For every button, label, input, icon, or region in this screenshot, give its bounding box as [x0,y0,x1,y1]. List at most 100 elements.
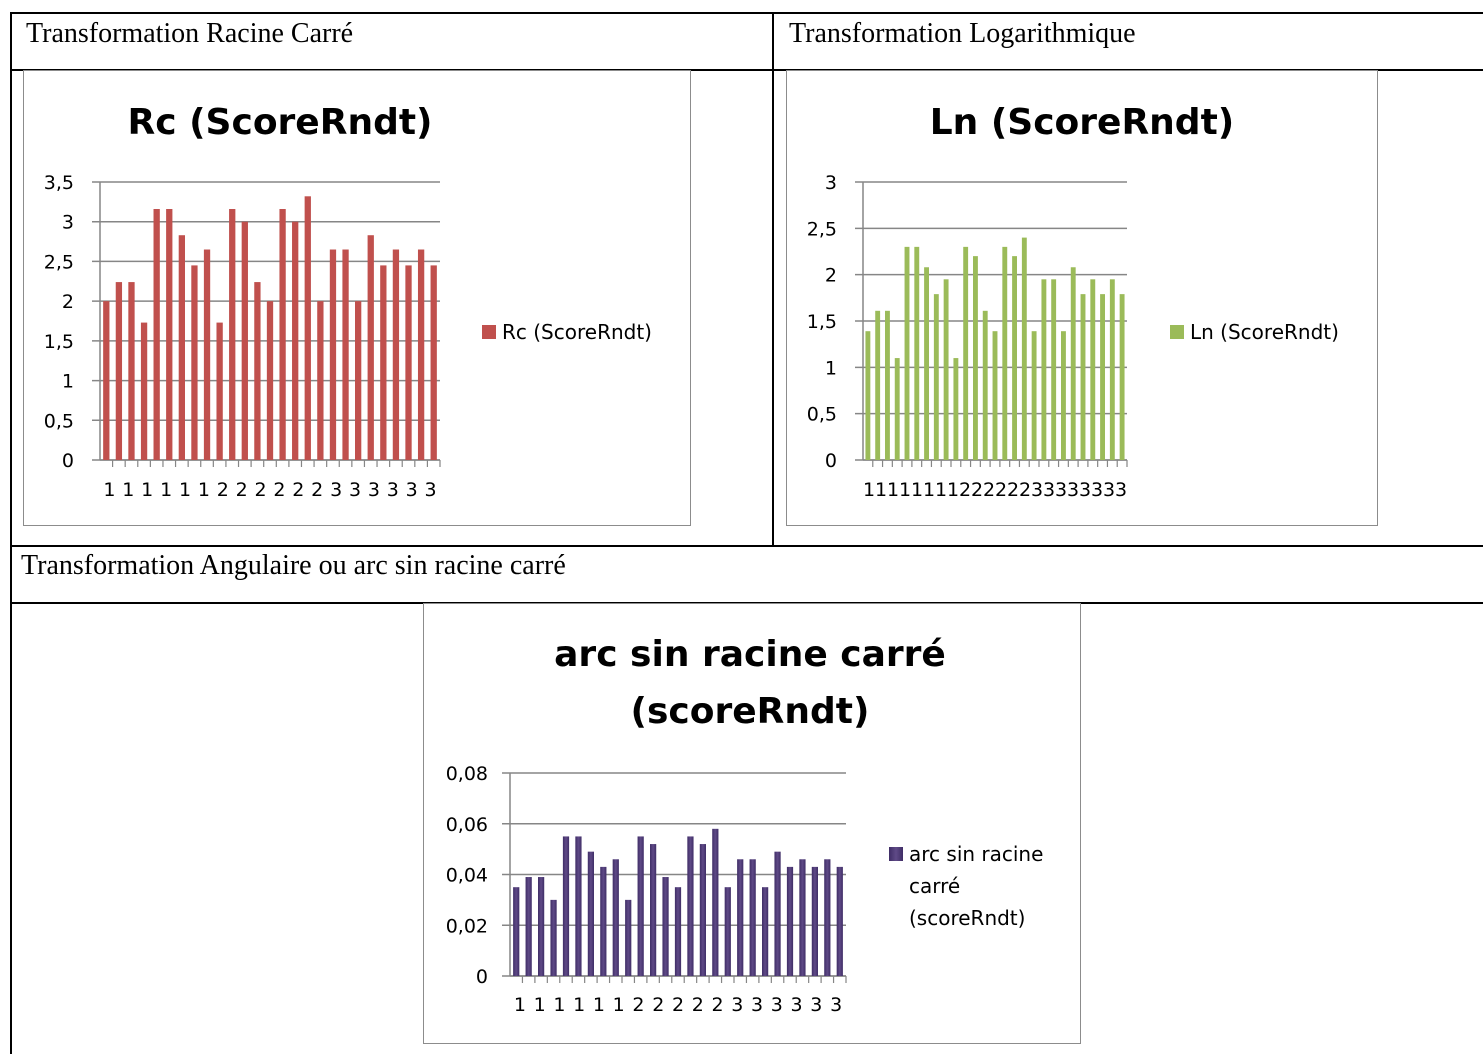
bar [687,836,694,976]
bar [625,899,632,976]
bar [612,859,619,976]
y-tick-label: 0,04 [446,865,488,887]
bar [943,279,949,460]
bar [712,828,719,976]
x-tick-label: 1 [160,479,172,501]
table-border-top [10,12,1483,14]
x-tick-label: 2 [217,479,229,501]
x-tick-label: 2 [672,994,684,1016]
table-row-divider-1 [10,69,1483,71]
x-tick-label: 3 [791,994,803,1016]
x-tick-label: 2 [255,479,267,501]
x-tick-label: 2 [652,994,664,1016]
legend-label: arc sin racine [909,842,1043,866]
bar [662,877,669,976]
bar [992,331,998,460]
y-tick-label: 3,5 [44,172,74,194]
legend-swatch [889,847,903,861]
bar [924,267,929,460]
bar [1051,279,1057,460]
bar [933,294,939,460]
legend-label: (scoreRndt) [909,906,1025,930]
bar [904,246,910,460]
bar [1012,256,1017,460]
bar [203,249,211,460]
bar [811,866,818,976]
x-tick-label: 3 [731,994,743,1016]
bar [392,249,400,460]
y-tick-label: 0,5 [807,404,837,426]
legend-label: Ln (ScoreRndt) [1190,320,1339,344]
legend-swatch [1170,325,1184,339]
x-tick-label: 2 [292,479,304,501]
bar [417,249,425,460]
x-tick-label: 1 [198,479,210,501]
x-tick-label: 3 [810,994,822,1016]
y-tick-label: 2,5 [44,251,74,273]
bar [1021,237,1027,460]
bar [1031,331,1037,460]
legend-label: carré [909,874,960,898]
bar [103,301,110,460]
bar [737,859,744,976]
y-tick-label: 0,02 [446,915,488,937]
bar [166,209,173,460]
x-tick-label: 2 [983,479,995,501]
chart-title: (scoreRndt) [631,691,870,732]
legend-swatch [482,325,496,339]
x-tick-label: 1 [875,479,887,501]
bar [562,836,570,976]
y-tick-label: 1 [825,357,837,379]
bar [140,322,148,460]
x-tick-label: 2 [632,994,644,1016]
bar [279,209,286,460]
bar [178,235,185,460]
y-tick-label: 0,06 [446,814,488,836]
chart-arcsin: arc sin racine carré (scoreRndt) 0 0,02 0,04… [446,634,1044,1016]
bar [894,358,900,460]
x-tick-label: 2 [1019,479,1031,501]
bar [1070,267,1076,460]
bar [254,282,261,460]
table-row-divider-2 [10,545,1483,547]
bar [1119,294,1125,460]
x-tick-label: 1 [613,994,625,1016]
x-tick-label: 1 [103,479,115,501]
chart-rc-frame: Rc (ScoreRndt) 0 0,5 1 1,5 2 2,5 3 3,5 1 1 1 1 1 1 2 2 2 2… [23,70,691,526]
x-tick-label: 3 [1031,479,1043,501]
legend-label: Rc (ScoreRndt) [502,320,652,344]
x-tick-label: 1 [141,479,153,501]
x-tick-label: 1 [573,994,585,1016]
bar [1061,331,1066,460]
chart-ln: Ln (ScoreRndt)00,511,522,531 1 1 1 1 1 1 1 2 2 2 2 2… [807,102,1339,501]
x-tick-label: 1 [534,994,546,1016]
bar [128,282,135,460]
x-tick-label: 1 [593,994,605,1016]
chart-ln-frame: Ln (ScoreRndt) 0 0,5 1 1,5 2 2,5 3 1 1 1 1 1 1 1 1 2 2 2 2 2… [786,70,1378,526]
bar [229,209,236,460]
y-tick-label: 1 [62,371,74,393]
x-tick-label: 3 [1043,479,1055,501]
y-tick-label: 1,5 [44,331,74,353]
x-tick-label: 2 [971,479,983,501]
x-tick-label: 2 [959,479,971,501]
x-tick-label: 1 [179,479,191,501]
x-tick-label: 2 [273,479,285,501]
bar [982,310,988,460]
bar [865,331,871,460]
x-tick-label: 3 [406,479,418,501]
bar [724,887,731,976]
x-tick-label: 2 [236,479,248,501]
chart-title: Ln (ScoreRndt) [930,102,1235,143]
x-tick-label: 3 [1091,479,1103,501]
x-tick-label: 3 [751,994,763,1016]
bar [355,301,362,460]
y-tick-label: 0 [476,966,488,988]
bar [342,249,349,460]
chart-title: arc sin racine carré [554,634,946,675]
bar [1109,279,1115,460]
x-tick-label: 1 [863,479,875,501]
y-tick-label: 2 [62,291,74,313]
bar [1090,279,1096,460]
